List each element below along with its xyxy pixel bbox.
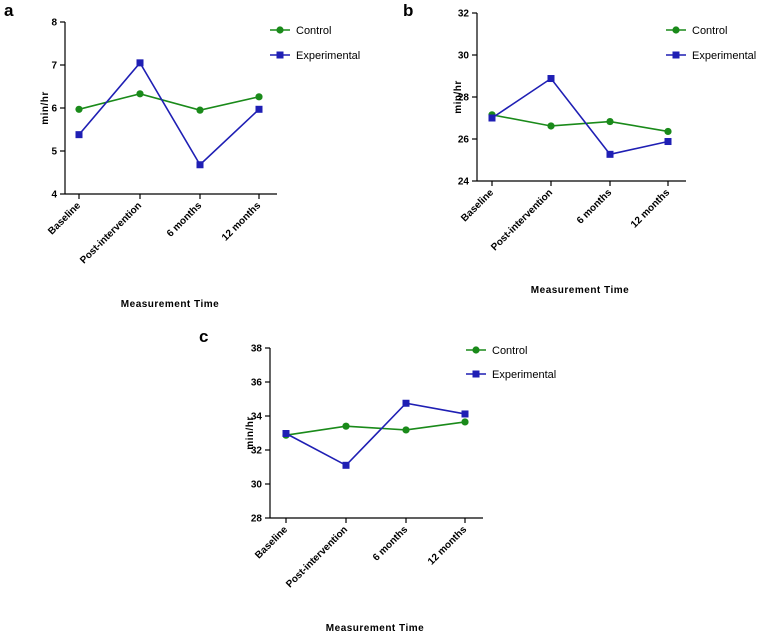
y-tick-label: 24 (458, 177, 470, 188)
data-point (461, 418, 469, 426)
y-axis-title: min/hr (453, 80, 464, 114)
legend-marker (472, 346, 480, 354)
x-tick-label: Post-intervention (284, 524, 350, 590)
legend-item-experimental: Experimental (666, 50, 756, 62)
series-experimental (488, 75, 672, 158)
x-axis-title: Measurement Time (121, 299, 219, 310)
y-tick-label: 38 (251, 344, 263, 355)
data-point (664, 138, 672, 146)
y-tick-label: 28 (458, 93, 470, 104)
legend-marker (276, 51, 284, 59)
data-point (282, 430, 290, 438)
y-axis-title: min/hr (245, 416, 256, 450)
x-tick-label: 6 months (575, 187, 615, 227)
data-point (402, 426, 410, 434)
data-point (75, 131, 83, 139)
y-tick-label: 8 (51, 18, 57, 29)
series-line (491, 114, 669, 133)
data-point (255, 93, 263, 101)
panel-letter: a (4, 1, 14, 20)
panel-letter: c (199, 327, 208, 346)
y-tick-label: 26 (458, 135, 470, 146)
data-point (461, 410, 469, 418)
series-control (75, 90, 263, 114)
y-axis-title: min/hr (40, 91, 51, 125)
x-tick-label: Baseline (46, 200, 83, 237)
series-line (285, 421, 466, 437)
y-tick-label: 36 (251, 378, 263, 389)
data-point (488, 114, 496, 122)
x-tick-label: Baseline (253, 524, 290, 561)
legend-item-experimental: Experimental (270, 50, 360, 62)
legend-label: Control (296, 25, 331, 37)
series-line (491, 77, 669, 156)
data-point (547, 75, 555, 83)
y-tick-label: 30 (251, 480, 263, 491)
x-tick-label: 6 months (371, 524, 411, 564)
legend-item-control: Control (666, 25, 727, 37)
data-point (606, 150, 614, 158)
y-tick-label: 32 (251, 446, 263, 457)
series-experimental (282, 399, 469, 469)
series-line (78, 92, 260, 111)
data-point (664, 127, 672, 136)
x-axis-title: Measurement Time (326, 623, 424, 634)
legend-label: Experimental (492, 369, 556, 381)
series-line (78, 61, 260, 167)
x-tick-label: Post-intervention (489, 187, 555, 253)
panel-letter: b (403, 1, 413, 20)
legend-item-control: Control (270, 25, 331, 37)
x-tick-label: 12 months (220, 200, 263, 243)
data-point (136, 59, 144, 67)
y-tick-label: 28 (251, 514, 263, 525)
legend-label: Control (692, 25, 727, 37)
data-point (196, 106, 204, 114)
x-tick-label: 6 months (165, 200, 205, 240)
y-tick-label: 6 (51, 104, 57, 115)
y-tick-label: 5 (51, 147, 57, 158)
y-tick-label: 34 (251, 412, 263, 423)
y-tick-label: 7 (51, 61, 57, 72)
x-tick-label: Baseline (459, 187, 496, 224)
data-point (342, 461, 350, 469)
legend-item-control: Control (466, 345, 527, 357)
data-point (402, 399, 410, 407)
y-tick-label: 32 (458, 9, 470, 20)
y-tick-label: 4 (51, 190, 57, 201)
data-point (136, 90, 144, 98)
x-axis-title: Measurement Time (531, 285, 629, 296)
data-point (75, 105, 83, 113)
legend-label: Experimental (692, 50, 756, 62)
legend-item-experimental: Experimental (466, 369, 556, 381)
legend-label: Experimental (296, 50, 360, 62)
x-tick-label: 12 months (629, 187, 672, 230)
data-point (255, 105, 263, 113)
legend-marker (672, 26, 680, 34)
legend-marker (276, 26, 284, 34)
legend-label: Control (492, 345, 527, 357)
legend-marker (472, 370, 480, 378)
series-line (285, 402, 466, 467)
data-point (196, 161, 204, 169)
x-tick-label: 12 months (426, 524, 469, 567)
data-point (606, 117, 614, 126)
legend-marker (672, 51, 680, 59)
series-experimental (75, 59, 263, 169)
x-tick-label: Post-intervention (78, 200, 144, 266)
data-point (547, 122, 555, 130)
data-point (342, 422, 350, 430)
y-tick-label: 30 (458, 51, 470, 62)
